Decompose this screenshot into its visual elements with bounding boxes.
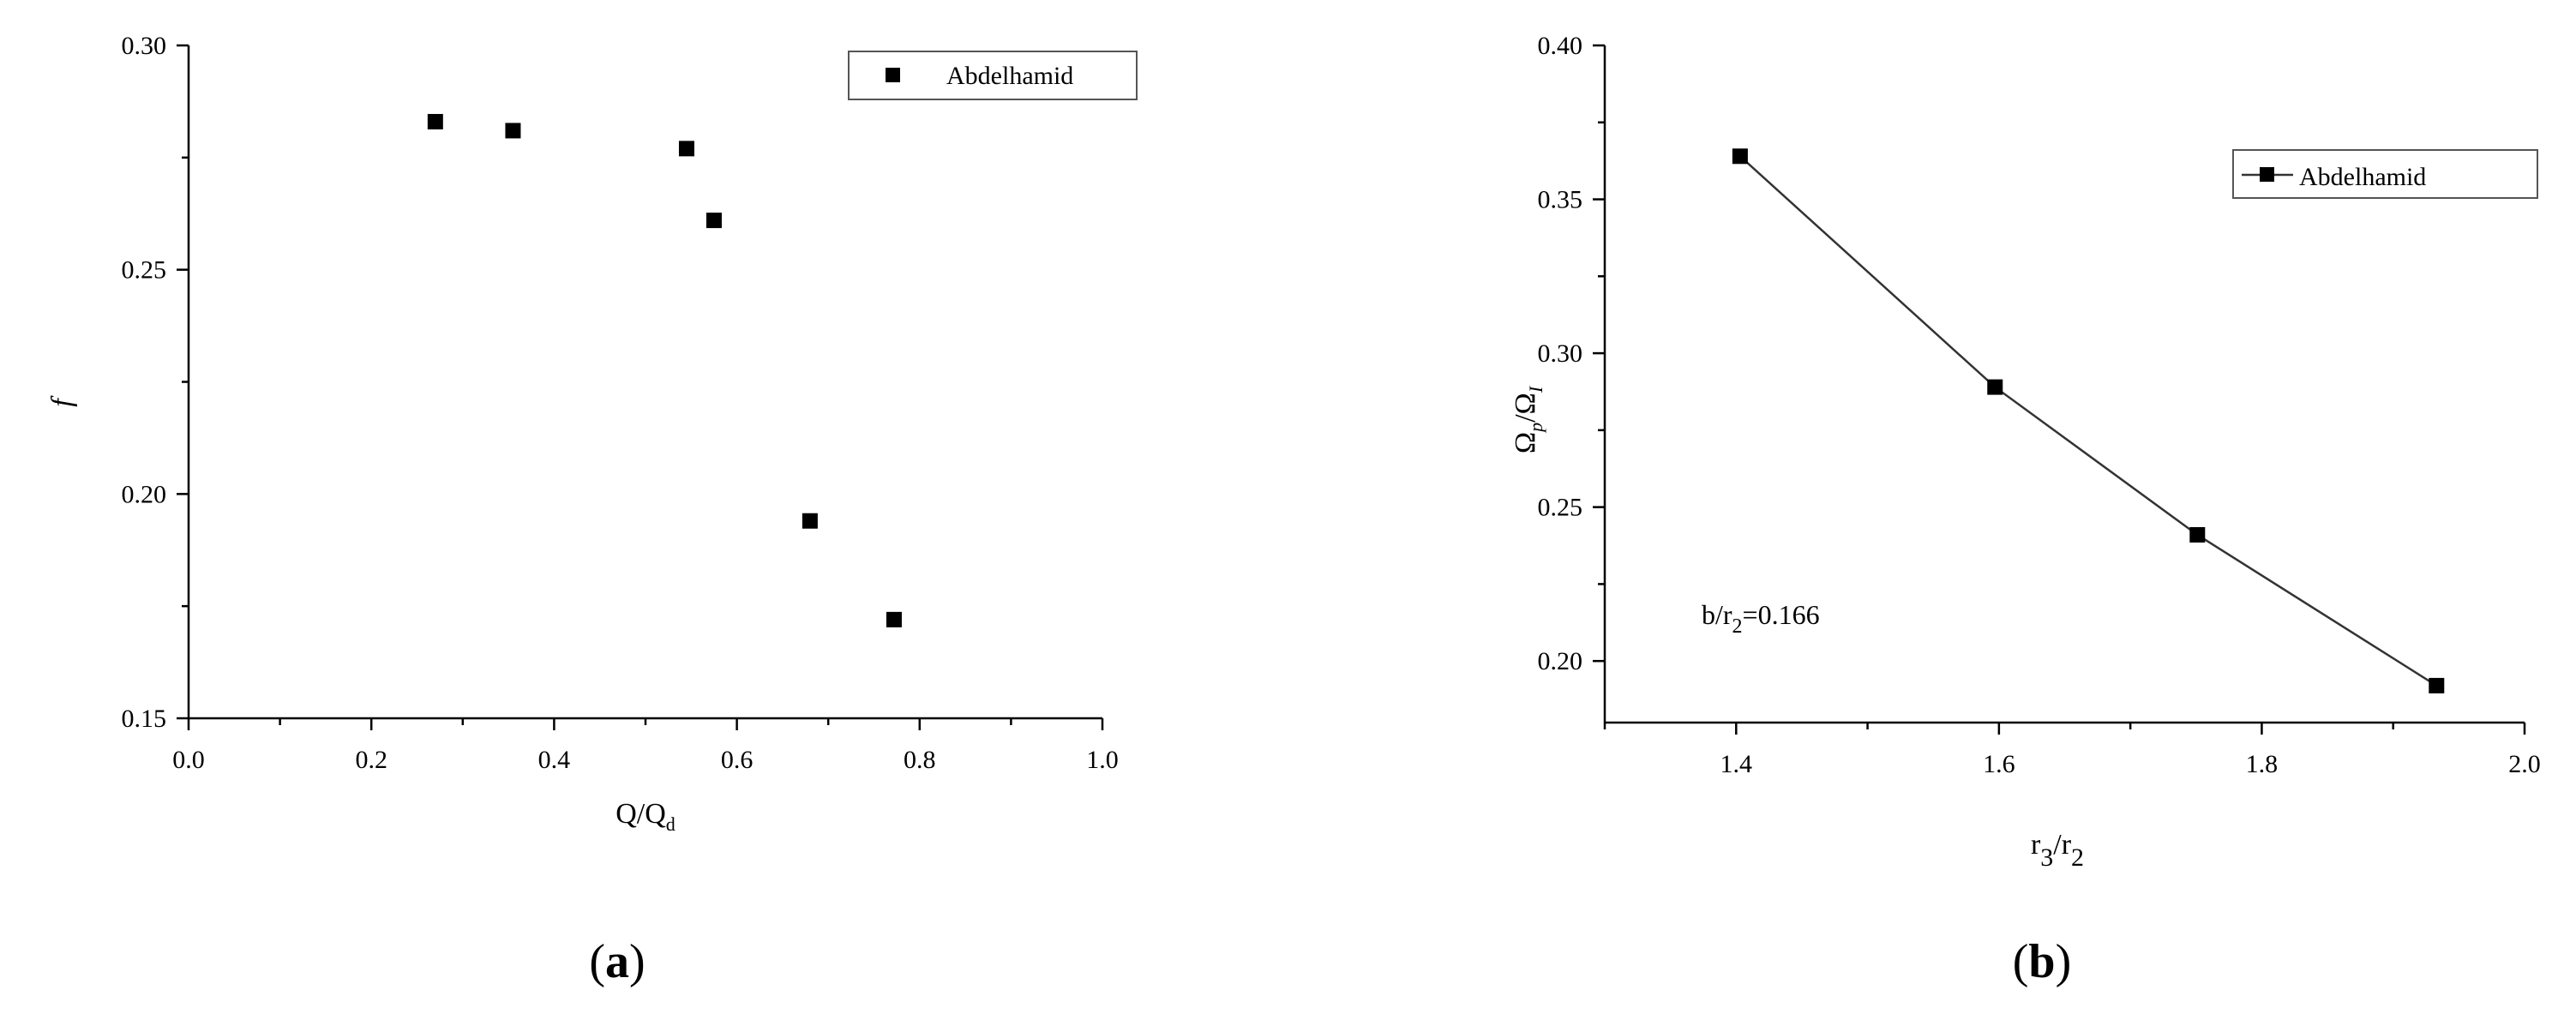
chart-a-y-tick-label: 0.15 [122, 705, 167, 733]
chart-b-y-tick-label: 0.20 [1538, 647, 1583, 675]
chart-b-series-polyline [1739, 155, 2437, 687]
chart-a-y-tick-label: 0.25 [122, 256, 167, 285]
chart-b-legend-label: Abdelhamid [2299, 163, 2426, 191]
chart-a: 0.0 0.2 0.4 0.6 0.8 1.0 0.15 0.20 0.25 0.30 f Q/Q… [46, 32, 1138, 988]
chart-b-y-tick-label: 0.35 [1538, 186, 1583, 214]
chart-a-data-point [706, 213, 722, 229]
chart-a-ticks: 0.0 0.2 0.4 0.6 0.8 1.0 0.15 0.20 0.25 0.30 [122, 32, 1119, 774]
chart-b-ticks: 1.4 1.6 1.8 2.0 0.20 0.25 0.30 0.35 0.40 [1538, 32, 2541, 778]
chart-b-y-tick-label: 0.40 [1538, 32, 1583, 60]
chart-b-x-tick-label: 1.6 [1983, 750, 2015, 778]
chart-a-data-point [886, 611, 902, 627]
chart-b: 1.4 1.6 1.8 2.0 0.20 0.25 0.30 0.35 0.40 Ωp/ΩI r… [1510, 32, 2541, 988]
chart-a-y-tick-label: 0.30 [122, 32, 167, 60]
chart-a-y-label: f [46, 395, 78, 407]
chart-b-annotation: b/r2=0.166 [1702, 599, 1820, 638]
chart-a-data-point [802, 513, 818, 529]
chart-b-legend: Abdelhamid [2232, 149, 2538, 199]
chart-a-x-tick-label: 0.8 [904, 746, 936, 774]
chart-a-legend: Abdelhamid [848, 51, 1138, 100]
chart-b-panel-label: (b) [2013, 935, 2071, 988]
chart-b-y-tick-label: 0.25 [1538, 494, 1583, 522]
chart-b-x-tick-label: 1.8 [2246, 750, 2279, 778]
chart-a-data-point [505, 123, 521, 139]
chart-b-y-tick-label: 0.30 [1538, 339, 1583, 368]
chart-b-x-label: r3/r2 [2031, 829, 2084, 872]
chart-b-data-point [1987, 379, 2003, 395]
chart-a-legend-marker [886, 68, 900, 82]
chart-b-points [1732, 148, 2445, 693]
chart-b-x-tick-label: 2.0 [2508, 750, 2541, 778]
chart-a-x-tick-label: 0.4 [538, 746, 571, 774]
chart-a-x-label: Q/Qd [615, 798, 676, 835]
chart-a-legend-label: Abdelhamid [946, 62, 1073, 90]
chart-b-series-line [1739, 155, 2437, 687]
chart-b-legend-marker [2260, 167, 2274, 182]
chart-a-x-tick-label: 0.2 [355, 746, 387, 774]
chart-a-x-tick-label: 1.0 [1086, 746, 1119, 774]
chart-b-data-point [2429, 677, 2445, 693]
chart-a-panel-label: (a) [589, 935, 645, 988]
chart-a-points [427, 113, 902, 627]
chart-b-data-point [1732, 148, 1748, 165]
chart-a-x-tick-label: 0.6 [721, 746, 754, 774]
chart-b-y-label: Ωp/ΩI [1510, 385, 1546, 453]
chart-a-y-tick-label: 0.20 [122, 480, 167, 508]
chart-a-data-point [678, 141, 694, 157]
chart-b-x-tick-label: 1.4 [1720, 750, 1753, 778]
chart-a-data-point [427, 113, 443, 129]
chart-b-data-point [2189, 526, 2206, 543]
chart-a-x-tick-label: 0.0 [172, 746, 205, 774]
